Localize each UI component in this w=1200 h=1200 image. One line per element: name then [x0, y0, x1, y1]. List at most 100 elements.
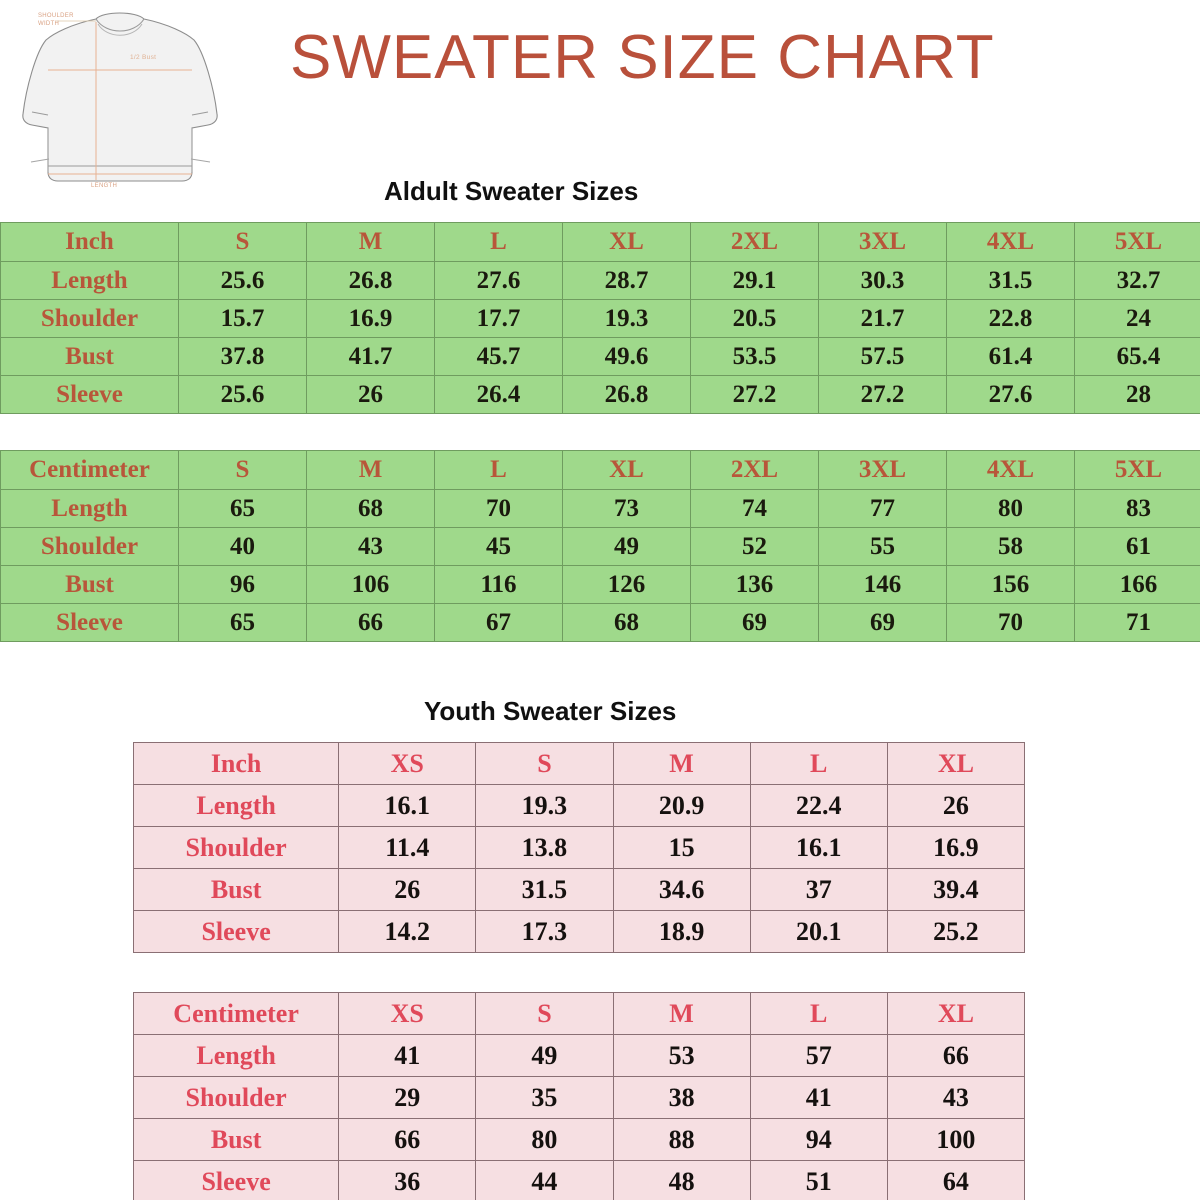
table-row: Shoulder 29 35 38 41 43	[132, 1076, 1026, 1119]
youth-cm-cell: 66	[338, 1118, 477, 1161]
adult-inch-col-header: M	[306, 222, 435, 262]
youth-cm-body: Centimeter XS S M L XL Length 41 49 53 57 66 Shoulde…	[132, 992, 1026, 1200]
youth-inch-row-label: Bust	[132, 868, 340, 911]
adult-inch-cell: 27.6	[946, 375, 1075, 414]
adult-cm-cell: 70	[946, 603, 1075, 642]
adult-cm-cell: 136	[690, 565, 819, 604]
youth-inch-cell: 31.5	[475, 868, 614, 911]
youth-cm-col-header: S	[475, 992, 614, 1035]
youth-cm-cell: 94	[749, 1118, 888, 1161]
youth-cm-cell: 51	[749, 1160, 888, 1200]
adult-inch-cell: 45.7	[434, 337, 563, 376]
adult-inch-cell: 29.1	[690, 261, 819, 300]
adult-inch-cell: 28	[1074, 375, 1200, 414]
adult-inch-row-label: Sleeve	[0, 375, 179, 414]
youth-cm-cell: 38	[612, 1076, 751, 1119]
youth-cm-cell: 49	[475, 1034, 614, 1077]
youth-inch-cell: 17.3	[475, 910, 614, 953]
adult-cm-cell: 146	[818, 565, 947, 604]
adult-cm-cell: 68	[562, 603, 691, 642]
youth-cm-unit-label: Centimeter	[132, 992, 340, 1035]
youth-inch-unit-label: Inch	[132, 742, 340, 785]
adult-cm-cell: 67	[434, 603, 563, 642]
youth-inch-cell: 19.3	[475, 784, 614, 827]
adult-cm-cell: 45	[434, 527, 563, 566]
youth-inch-cell: 18.9	[612, 910, 751, 953]
adult-inch-cell: 24	[1074, 299, 1200, 338]
adult-cm-cell: 40	[178, 527, 307, 566]
youth-cm-header-row: Centimeter XS S M L XL	[132, 992, 1026, 1035]
table-row: Shoulder 15.7 16.9 17.7 19.3 20.5 21.7 22.8 24	[0, 299, 1200, 338]
youth-inch-cell: 16.1	[749, 826, 888, 869]
youth-cm-cell: 29	[338, 1076, 477, 1119]
adult-cm-cell: 70	[434, 489, 563, 528]
adult-inch-cell: 53.5	[690, 337, 819, 376]
youth-inch-col-header: M	[612, 742, 751, 785]
adult-cm-cell: 166	[1074, 565, 1200, 604]
adult-cm-body: Centimeter S M L XL 2XL 3XL 4XL 5XL Length 65 68 70 7…	[0, 450, 1200, 642]
adult-cm-cell: 66	[306, 603, 435, 642]
youth-cm-cell: 41	[338, 1034, 477, 1077]
adult-inch-cell: 17.7	[434, 299, 563, 338]
adult-inch-cell: 27.2	[818, 375, 947, 414]
adult-inch-body: Inch S M L XL 2XL 3XL 4XL 5XL Length 25.6 26.8 27.6 2…	[0, 222, 1200, 414]
table-row: Length 65 68 70 73 74 77 80 83	[0, 489, 1200, 528]
youth-cm-row-label: Sleeve	[132, 1160, 340, 1200]
adult-cm-col-header: 2XL	[690, 450, 819, 490]
youth-cm-cell: 36	[338, 1160, 477, 1200]
adult-inch-cell: 27.2	[690, 375, 819, 414]
adult-cm-cell: 73	[562, 489, 691, 528]
youth-cm-cell: 44	[475, 1160, 614, 1200]
adult-cm-col-header: 4XL	[946, 450, 1075, 490]
youth-inch-row-label: Shoulder	[132, 826, 340, 869]
section-caption-adult: Aldult Sweater Sizes	[368, 170, 753, 214]
adult-cm-cell: 74	[690, 489, 819, 528]
section-caption-youth: Youth Sweater Sizes	[408, 690, 793, 734]
adult-inch-row-label: Length	[0, 261, 179, 300]
adult-cm-cell: 96	[178, 565, 307, 604]
adult-inch-cell: 27.6	[434, 261, 563, 300]
youth-inch-cell: 39.4	[886, 868, 1026, 911]
youth-inch-col-header: XL	[886, 742, 1026, 785]
youth-inch-cell: 34.6	[612, 868, 751, 911]
adult-cm-col-header: S	[178, 450, 307, 490]
youth-cm-col-header: M	[612, 992, 751, 1035]
adult-cm-col-header: L	[434, 450, 563, 490]
adult-inch-cell: 26.8	[306, 261, 435, 300]
adult-cm-table: Centimeter S M L XL 2XL 3XL 4XL 5XL Length 65 68 70 7…	[0, 450, 1200, 642]
youth-cm-col-header: XS	[338, 992, 477, 1035]
youth-inch-cell: 26	[886, 784, 1026, 827]
youth-inch-cell: 16.9	[886, 826, 1026, 869]
youth-cm-col-header: L	[749, 992, 888, 1035]
adult-inch-cell: 49.6	[562, 337, 691, 376]
adult-cm-cell: 116	[434, 565, 563, 604]
adult-inch-cell: 41.7	[306, 337, 435, 376]
adult-inch-cell: 57.5	[818, 337, 947, 376]
adult-inch-row-label: Shoulder	[0, 299, 179, 338]
youth-inch-row-label: Sleeve	[132, 910, 340, 953]
adult-inch-cell: 26.8	[562, 375, 691, 414]
adult-inch-cell: 15.7	[178, 299, 307, 338]
adult-inch-col-header: 2XL	[690, 222, 819, 262]
adult-inch-cell: 25.6	[178, 261, 307, 300]
adult-cm-cell: 61	[1074, 527, 1200, 566]
table-row: Bust 96 106 116 126 136 146 156 166	[0, 565, 1200, 604]
adult-cm-col-header: XL	[562, 450, 691, 490]
youth-inch-header-row: Inch XS S M L XL	[132, 742, 1026, 785]
youth-cm-cell: 66	[886, 1034, 1026, 1077]
adult-inch-col-header: S	[178, 222, 307, 262]
table-row: Bust 26 31.5 34.6 37 39.4	[132, 868, 1026, 911]
youth-inch-cell: 20.1	[749, 910, 888, 953]
table-row: Length 25.6 26.8 27.6 28.7 29.1 30.3 31.5 32.7	[0, 261, 1200, 300]
youth-cm-row-label: Bust	[132, 1118, 340, 1161]
youth-cm-row-label: Length	[132, 1034, 340, 1077]
adult-cm-cell: 77	[818, 489, 947, 528]
adult-cm-cell: 69	[690, 603, 819, 642]
adult-inch-col-header: 3XL	[818, 222, 947, 262]
figure-label-bust: 1/2 Bust	[130, 54, 157, 61]
adult-cm-col-header: 5XL	[1074, 450, 1200, 490]
adult-inch-cell: 22.8	[946, 299, 1075, 338]
adult-cm-cell: 52	[690, 527, 819, 566]
adult-inch-cell: 65.4	[1074, 337, 1200, 376]
